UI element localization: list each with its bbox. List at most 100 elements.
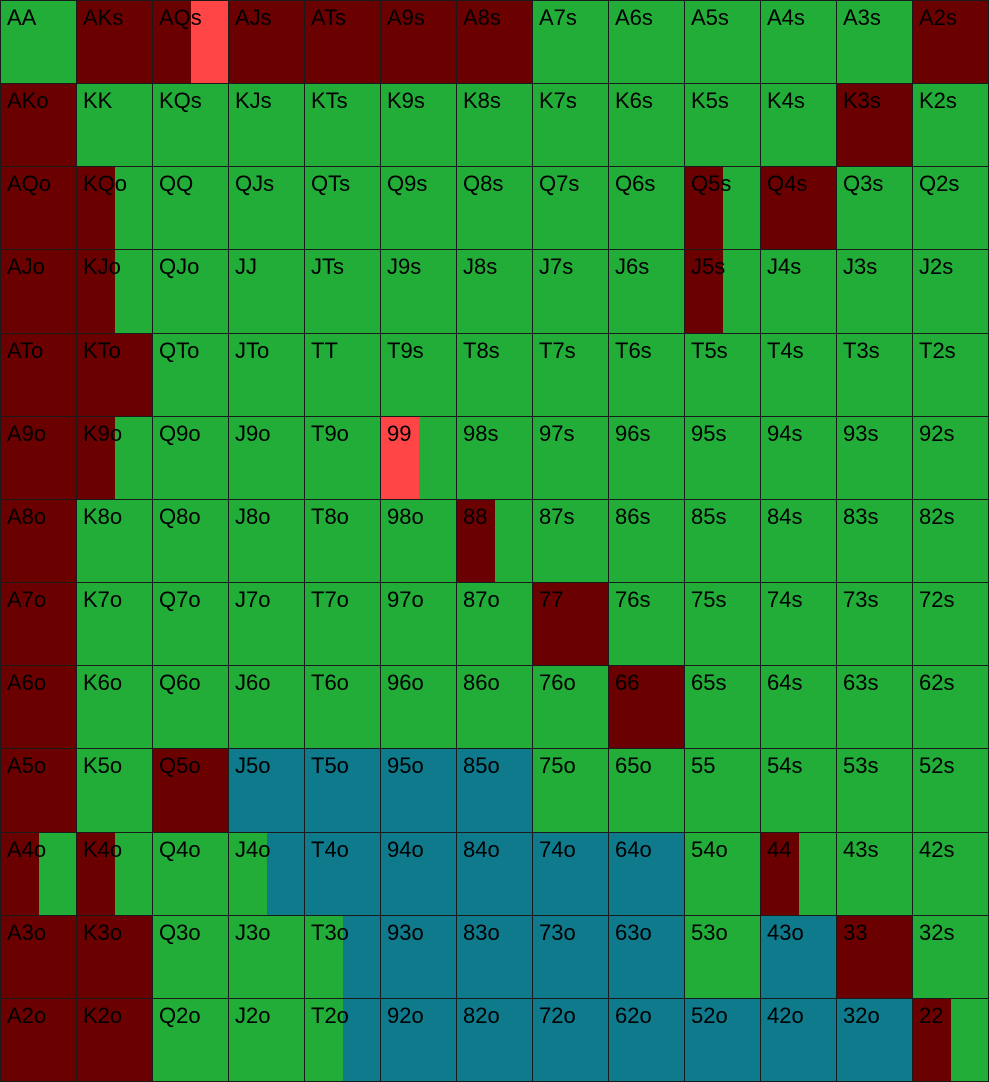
hand-cell-k3s[interactable]: K3s [837, 84, 913, 168]
hand-cell-t9s[interactable]: T9s [381, 333, 457, 417]
hand-cell-65o[interactable]: 65o [609, 749, 685, 833]
hand-cell-aqs[interactable]: AQs [153, 1, 229, 85]
hand-cell-86o[interactable]: 86o [457, 666, 533, 750]
hand-cell-82o[interactable]: 82o [457, 998, 533, 1082]
hand-cell-33[interactable]: 33 [837, 915, 913, 999]
hand-cell-62s[interactable]: 62s [913, 666, 989, 750]
hand-cell-77[interactable]: 77 [533, 583, 609, 667]
hand-cell-84o[interactable]: 84o [457, 832, 533, 916]
hand-cell-t3s[interactable]: T3s [837, 333, 913, 417]
hand-cell-85s[interactable]: 85s [685, 499, 761, 584]
hand-cell-t3o[interactable]: T3o [305, 915, 381, 999]
hand-cell-52o[interactable]: 52o [685, 998, 761, 1082]
hand-cell-ats[interactable]: ATs [305, 1, 381, 85]
hand-cell-t6s[interactable]: T6s [609, 333, 685, 417]
hand-cell-j6o[interactable]: J6o [229, 666, 305, 750]
hand-cell-64o[interactable]: 64o [609, 832, 685, 916]
hand-cell-96o[interactable]: 96o [381, 666, 457, 750]
hand-cell-97o[interactable]: 97o [381, 583, 457, 667]
hand-cell-92s[interactable]: 92s [913, 416, 989, 500]
hand-cell-86s[interactable]: 86s [609, 499, 685, 584]
hand-cell-43s[interactable]: 43s [837, 832, 913, 916]
hand-cell-k7s[interactable]: K7s [533, 84, 609, 168]
hand-cell-q2o[interactable]: Q2o [153, 998, 229, 1082]
hand-cell-k2s[interactable]: K2s [913, 84, 989, 168]
hand-cell-98o[interactable]: 98o [381, 499, 457, 584]
hand-cell-53s[interactable]: 53s [837, 749, 913, 833]
hand-cell-k6s[interactable]: K6s [609, 84, 685, 168]
hand-cell-55[interactable]: 55 [685, 749, 761, 833]
hand-cell-k8o[interactable]: K8o [77, 499, 153, 584]
hand-cell-a2s[interactable]: A2s [913, 1, 989, 85]
hand-cell-kqs[interactable]: KQs [153, 84, 229, 168]
hand-cell-66[interactable]: 66 [609, 666, 685, 750]
hand-cell-qts[interactable]: QTs [305, 167, 381, 251]
hand-cell-t4s[interactable]: T4s [761, 333, 837, 417]
hand-cell-j3s[interactable]: J3s [837, 250, 913, 334]
hand-cell-63o[interactable]: 63o [609, 915, 685, 999]
hand-cell-83o[interactable]: 83o [457, 915, 533, 999]
hand-cell-ato[interactable]: ATo [1, 333, 77, 417]
hand-cell-q3o[interactable]: Q3o [153, 915, 229, 999]
hand-cell-q4o[interactable]: Q4o [153, 832, 229, 916]
hand-cell-74o[interactable]: 74o [533, 832, 609, 916]
hand-cell-k6o[interactable]: K6o [77, 666, 153, 750]
hand-cell-a9s[interactable]: A9s [381, 1, 457, 85]
hand-cell-qjs[interactable]: QJs [229, 167, 305, 251]
hand-cell-a9o[interactable]: A9o [1, 416, 77, 500]
hand-cell-42s[interactable]: 42s [913, 832, 989, 916]
hand-cell-73s[interactable]: 73s [837, 583, 913, 667]
hand-cell-k3o[interactable]: K3o [77, 915, 153, 999]
hand-cell-t8o[interactable]: T8o [305, 499, 381, 584]
hand-cell-k7o[interactable]: K7o [77, 583, 153, 667]
hand-cell-q8s[interactable]: Q8s [457, 167, 533, 251]
hand-cell-j5o[interactable]: J5o [229, 749, 305, 833]
hand-cell-ako[interactable]: AKo [1, 84, 77, 168]
hand-cell-q7s[interactable]: Q7s [533, 167, 609, 251]
hand-cell-42o[interactable]: 42o [761, 998, 837, 1082]
hand-cell-j9o[interactable]: J9o [229, 416, 305, 500]
hand-cell-87o[interactable]: 87o [457, 583, 533, 667]
hand-cell-aks[interactable]: AKs [77, 1, 153, 85]
hand-cell-44[interactable]: 44 [761, 832, 837, 916]
hand-cell-t2s[interactable]: T2s [913, 333, 989, 417]
hand-cell-a2o[interactable]: A2o [1, 998, 77, 1082]
hand-cell-j5s[interactable]: J5s [685, 250, 761, 334]
hand-cell-75s[interactable]: 75s [685, 583, 761, 667]
hand-cell-t8s[interactable]: T8s [457, 333, 533, 417]
hand-cell-aa[interactable]: AA [1, 1, 77, 85]
hand-cell-64s[interactable]: 64s [761, 666, 837, 750]
hand-cell-j4s[interactable]: J4s [761, 250, 837, 334]
hand-cell-jto[interactable]: JTo [229, 333, 305, 417]
hand-cell-73o[interactable]: 73o [533, 915, 609, 999]
hand-cell-85o[interactable]: 85o [457, 749, 533, 833]
hand-cell-63s[interactable]: 63s [837, 666, 913, 750]
hand-cell-75o[interactable]: 75o [533, 749, 609, 833]
hand-cell-j3o[interactable]: J3o [229, 915, 305, 999]
hand-cell-tt[interactable]: TT [305, 333, 381, 417]
hand-cell-87s[interactable]: 87s [533, 499, 609, 584]
hand-cell-83s[interactable]: 83s [837, 499, 913, 584]
hand-cell-a6o[interactable]: A6o [1, 666, 77, 750]
hand-cell-a7s[interactable]: A7s [533, 1, 609, 85]
hand-cell-65s[interactable]: 65s [685, 666, 761, 750]
hand-cell-t6o[interactable]: T6o [305, 666, 381, 750]
hand-cell-qto[interactable]: QTo [153, 333, 229, 417]
hand-cell-jj[interactable]: JJ [229, 250, 305, 334]
hand-cell-94s[interactable]: 94s [761, 416, 837, 500]
hand-cell-53o[interactable]: 53o [685, 915, 761, 999]
hand-cell-72s[interactable]: 72s [913, 583, 989, 667]
hand-cell-j7o[interactable]: J7o [229, 583, 305, 667]
hand-cell-74s[interactable]: 74s [761, 583, 837, 667]
hand-cell-q3s[interactable]: Q3s [837, 167, 913, 251]
hand-cell-j8o[interactable]: J8o [229, 499, 305, 584]
hand-cell-93o[interactable]: 93o [381, 915, 457, 999]
hand-cell-j6s[interactable]: J6s [609, 250, 685, 334]
hand-cell-kjo[interactable]: KJo [77, 250, 153, 334]
hand-cell-32o[interactable]: 32o [837, 998, 913, 1082]
hand-cell-kqo[interactable]: KQo [77, 167, 153, 251]
hand-cell-kk[interactable]: KK [77, 84, 153, 168]
hand-cell-k2o[interactable]: K2o [77, 998, 153, 1082]
hand-cell-ajo[interactable]: AJo [1, 250, 77, 334]
hand-cell-q4s[interactable]: Q4s [761, 167, 837, 251]
